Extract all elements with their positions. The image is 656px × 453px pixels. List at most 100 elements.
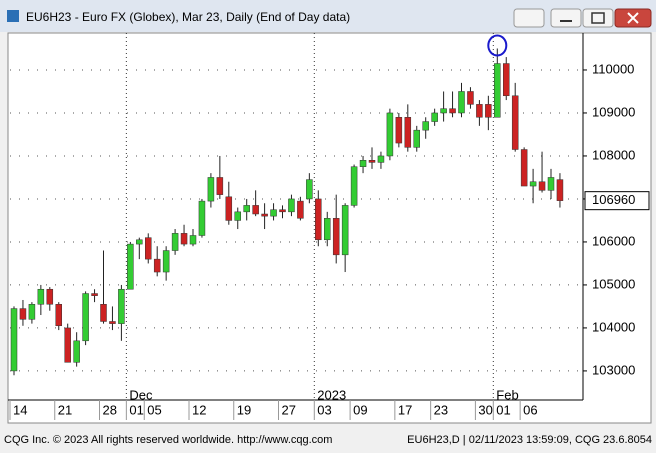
candle-body [359,160,367,167]
candle-body [449,108,456,114]
x-tick-label: 17 [398,402,412,417]
candle-body [279,209,286,213]
candle-body [243,205,250,213]
last-price-box [584,191,650,211]
candle-body [485,104,492,118]
candle-body [100,304,107,322]
candle-body [503,63,510,97]
title-bar [0,0,656,32]
x-tick-label: 27 [282,402,296,417]
footer-copyright: CQG Inc. © 2023 All rights reserved worl… [4,434,332,446]
candle-body [494,63,501,118]
footer-status: EU6H23,D | 02/11/2023 13:59:09, CQG 23.6… [407,434,652,446]
period-label: Feb [496,387,518,402]
candle-body [288,198,295,213]
candle-body [511,95,519,150]
period-label: Dec [129,387,153,402]
candle-body [556,179,564,201]
x-tick-label: 05 [147,402,161,417]
minimize-button[interactable] [550,8,582,28]
candle-body [324,218,331,241]
x-tick-label: 19 [237,402,251,417]
app-icon [7,10,19,22]
maximize-button[interactable] [582,8,614,28]
candle-body [413,129,420,148]
candle-body [145,237,152,260]
candle-body [395,117,403,144]
y-tick-label: 103000 [592,362,635,377]
candle-body [467,91,474,105]
y-tick-label: 105000 [592,276,635,291]
candle-body [109,321,116,324]
candle-body [180,233,188,245]
candle-body [91,293,98,296]
candle-body [216,177,224,195]
link-button[interactable] [513,8,545,28]
candle-body [10,308,18,372]
candle-body [270,209,277,217]
candle-body [341,205,349,256]
y-tick-label: 106000 [592,233,635,248]
candle-body [368,160,376,163]
candle-body [529,181,537,187]
y-tick-label: 104000 [592,319,635,334]
x-tick-label: 06 [523,402,537,417]
candle-body [189,235,197,245]
candle-body [306,179,313,200]
y-tick-label: 109000 [592,104,635,119]
x-tick-label: 21 [58,402,72,417]
candle-body [520,149,528,187]
candle-body [73,340,80,363]
candle-body [127,243,134,290]
y-tick-label: 110000 [592,61,634,76]
x-tick-label: 14 [13,402,27,417]
candle-body [28,304,36,320]
x-tick-label: 03 [317,402,331,417]
candle-body [225,196,233,221]
candle-body [431,112,438,122]
x-tick-label: 01 [496,402,510,417]
candle-body [64,327,71,363]
close-icon [627,12,639,24]
candle-body [171,233,179,251]
last-price-label: 106960 [592,192,635,207]
candle-body [55,304,62,327]
x-tick-label: 28 [103,402,117,417]
x-tick-label: 23 [434,402,448,417]
candle-body [82,293,89,342]
candle-body [261,213,268,217]
candle-body [332,218,340,256]
candle-body [162,250,170,273]
candle-body [198,200,206,236]
candle-body [37,288,45,305]
window-title: EU6H23 - Euro FX (Globex), Mar 23, Daily… [26,10,350,24]
candle-body [136,239,143,245]
candle-body [386,112,394,157]
candle-body [547,177,555,191]
x-tick-label: 12 [192,402,206,417]
candle-body [153,258,161,273]
candle-body [350,166,358,206]
candle-body [538,181,546,191]
candle-body [19,308,27,320]
candle-body [476,104,483,118]
candle-body [422,121,429,131]
candle-body [377,155,385,163]
period-label: 2023 [317,387,346,402]
candle-body [252,205,259,215]
maximize-icon [591,12,605,24]
candle-body [297,200,304,219]
candle-body [404,117,412,148]
x-tick-label: 01 [129,402,143,417]
x-tick-label: 30 [478,402,492,417]
candle-body [207,177,215,202]
candle-body [46,288,54,305]
highlight-circle [487,34,508,57]
y-tick-label: 108000 [592,147,635,162]
x-tick-label: 09 [353,402,367,417]
candle-body [234,211,241,221]
candle-body [458,91,465,114]
candle-body [315,198,322,241]
candle-body [440,108,447,114]
